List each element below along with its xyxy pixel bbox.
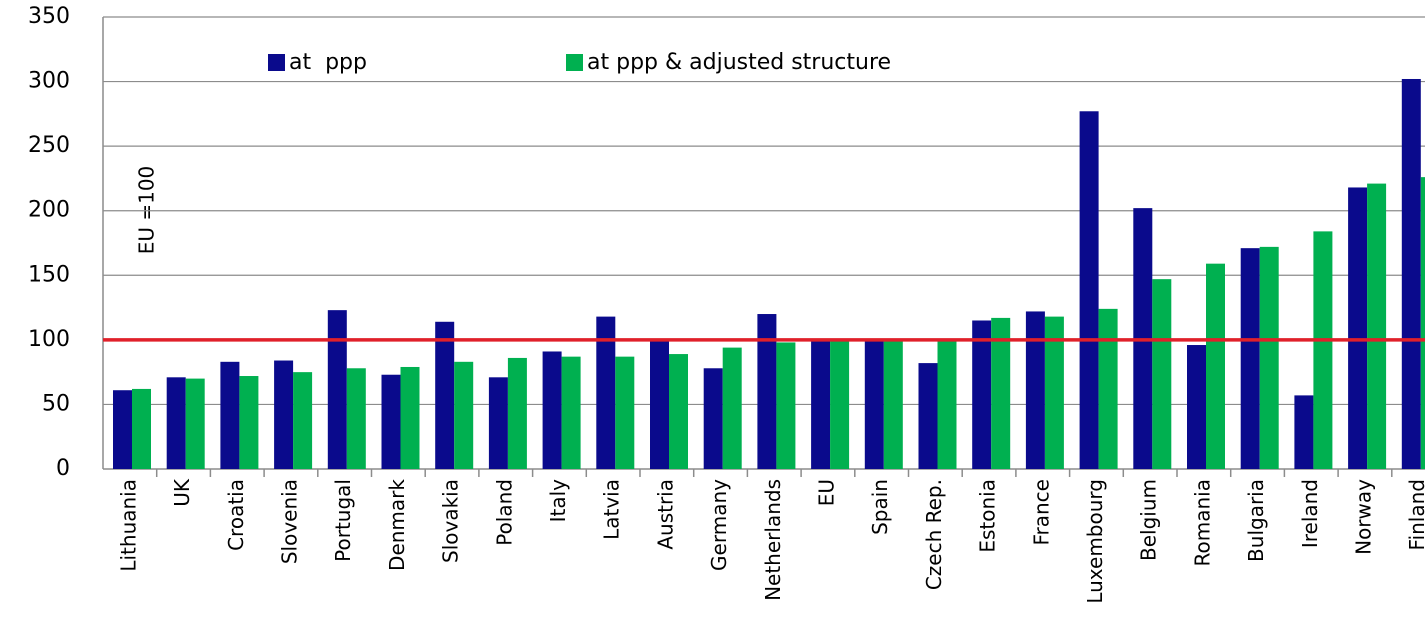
- x-tick-label: Austria: [653, 479, 677, 550]
- bar: [776, 342, 796, 469]
- bar: [327, 310, 347, 469]
- bar: [669, 354, 688, 469]
- y-tick-label: 200: [28, 198, 70, 223]
- bar: [1025, 311, 1045, 469]
- x-tick-label: Luxembourg: [1083, 479, 1107, 604]
- bar: [1152, 279, 1172, 469]
- bar: [1187, 345, 1206, 469]
- bar: [1294, 395, 1314, 469]
- x-tick-label: Norway: [1351, 479, 1375, 555]
- bar: [381, 374, 401, 469]
- annotation: EU =100: [135, 166, 159, 255]
- x-tick-label: Spain: [868, 479, 892, 535]
- x-tick-label: Bulgaria: [1244, 479, 1268, 562]
- bar: [830, 339, 850, 469]
- bar: [918, 363, 938, 469]
- bar: [937, 339, 957, 469]
- y-tick-label: 50: [42, 391, 70, 416]
- bar: [113, 390, 132, 469]
- x-tick-label: Czech Rep.: [922, 479, 946, 590]
- bar: [488, 377, 508, 469]
- bar: [132, 388, 151, 469]
- bar: [703, 368, 723, 469]
- bar: [972, 320, 992, 469]
- x-tick-label: Belgium: [1137, 479, 1161, 561]
- bar: [293, 372, 313, 469]
- x-tick-label: Croatia: [224, 479, 248, 551]
- bar: [1401, 78, 1421, 469]
- bar: [435, 321, 455, 469]
- bar: [454, 361, 474, 469]
- x-tick-label: Portugal: [331, 479, 355, 562]
- bar: [1240, 248, 1260, 469]
- y-tick-label: 250: [28, 133, 70, 158]
- legend-label: at ppp: [289, 50, 367, 75]
- bar: [650, 339, 669, 469]
- bar: [1313, 231, 1333, 469]
- x-tick-label: Finland: [1405, 479, 1425, 550]
- x-tick-label: Germany: [707, 479, 731, 571]
- bar: [507, 357, 527, 469]
- x-tick-label: France: [1029, 479, 1053, 546]
- x-tick-label: Denmark: [385, 479, 409, 571]
- x-tick-label: Netherlands: [761, 479, 785, 601]
- legend-swatch: [566, 54, 583, 71]
- bar: [185, 378, 205, 469]
- bar: [561, 356, 581, 469]
- legend-swatch: [268, 54, 285, 71]
- bar: [811, 339, 831, 469]
- bar: [1420, 177, 1425, 469]
- x-tick-label: Slovakia: [439, 479, 463, 563]
- y-tick-label: 0: [56, 456, 70, 481]
- bar: [166, 377, 186, 469]
- bar: [883, 339, 903, 469]
- bar: [1079, 111, 1099, 469]
- bar: [1348, 187, 1368, 469]
- bar: [1259, 246, 1279, 469]
- bar: [239, 376, 259, 469]
- bar: [596, 316, 616, 469]
- bar: [1098, 308, 1118, 469]
- x-tick-label: Ireland: [1298, 479, 1322, 548]
- bar: [1367, 183, 1387, 469]
- x-tick-label: EU: [814, 479, 838, 506]
- bar: [274, 360, 294, 469]
- x-tick-label: Italy: [546, 479, 570, 523]
- x-tick-label: Romania: [1190, 479, 1214, 566]
- y-tick-label: 150: [28, 262, 70, 287]
- legend-label: at ppp & adjusted structure: [587, 50, 891, 75]
- bar: [346, 368, 366, 469]
- bar: [991, 317, 1011, 469]
- x-tick-label: Poland: [492, 479, 516, 546]
- x-tick-label: Slovenia: [277, 479, 301, 564]
- bar: [542, 351, 562, 469]
- y-tick-label: 100: [28, 327, 70, 352]
- bar: [864, 339, 884, 469]
- bar: [722, 347, 742, 469]
- x-tick-label: Latvia: [600, 479, 624, 540]
- x-tick-label: UK: [170, 478, 194, 507]
- y-tick-label: 350: [28, 4, 70, 29]
- bar: [1206, 263, 1225, 469]
- bar: [1044, 316, 1064, 469]
- x-tick-label: Lithuania: [116, 479, 140, 572]
- bar: [757, 314, 777, 469]
- bar: [615, 356, 635, 469]
- x-tick-label: Estonia: [976, 479, 1000, 553]
- bar: [220, 361, 240, 469]
- bar: [400, 366, 420, 469]
- y-tick-label: 300: [28, 69, 70, 94]
